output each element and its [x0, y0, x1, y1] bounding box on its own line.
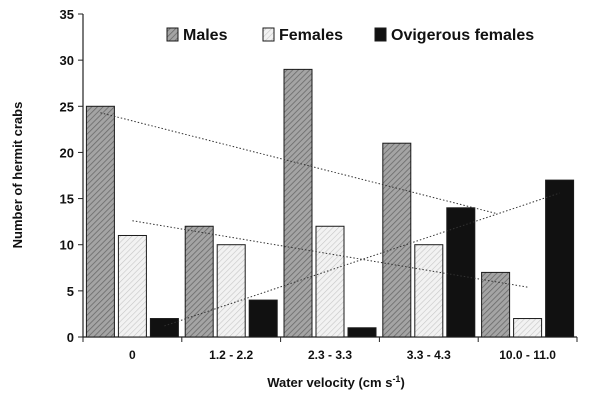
- bar-ovigerous-females: [149, 318, 179, 338]
- x-axis-title: Water velocity (cm s-1): [267, 374, 405, 390]
- axes: 0 5 10 15 20 25 30 35 0 1.2 - 2.2 2.3 - 3.3 3.3 - 4…: [60, 7, 578, 362]
- x-axis-title-exponent: -1: [392, 374, 400, 384]
- bar-males: [481, 271, 511, 338]
- bar-ovigerous-females: [248, 299, 278, 338]
- y-tick-label: 5: [67, 284, 74, 299]
- bar-ovigerous-females: [446, 207, 476, 338]
- bar-females: [315, 225, 345, 338]
- legend-label: Females: [279, 27, 343, 44]
- y-tick-label: 30: [60, 53, 74, 68]
- bar-males: [85, 105, 115, 338]
- y-tick-label: 20: [60, 145, 74, 160]
- bar-ovigerous-females: [545, 179, 575, 338]
- trendlines: [100, 112, 560, 327]
- legend-label: Ovigerous females: [391, 27, 534, 44]
- bar-males: [283, 68, 313, 338]
- legend-swatch-females: [262, 27, 275, 42]
- y-tick-label: 10: [60, 238, 74, 253]
- trendline-males: [100, 112, 496, 214]
- x-tick-label: 1.2 - 2.2: [209, 348, 253, 362]
- x-axis-title-main: Water velocity (cm s: [267, 375, 392, 390]
- legend: Males Females Ovigerous females: [166, 27, 534, 44]
- y-tick-label: 35: [60, 7, 74, 22]
- trendline-females: [132, 220, 528, 288]
- bar-females: [513, 318, 543, 338]
- y-tick-label: 0: [67, 330, 74, 345]
- trendline-ovigerous-females: [164, 192, 560, 327]
- axis-labels: Number of hermit crabs Water velocity (c…: [10, 102, 405, 390]
- bars: [85, 68, 575, 338]
- x-tick-label: 0: [129, 348, 136, 362]
- bar-males: [184, 225, 214, 338]
- legend-swatch-males: [166, 27, 179, 42]
- x-tick-label: 3.3 - 4.3: [407, 348, 451, 362]
- bar-males: [382, 142, 412, 338]
- y-tick-label: 15: [60, 192, 74, 207]
- x-tick-label: 2.3 - 3.3: [308, 348, 352, 362]
- y-axis-title: Number of hermit crabs: [10, 102, 25, 249]
- bar-ovigerous-females: [347, 327, 377, 338]
- bar-females: [216, 244, 246, 338]
- x-axis-title-close: ): [400, 375, 404, 390]
- y-tick-label: 25: [60, 99, 74, 114]
- x-tick-label: 10.0 - 11.0: [499, 348, 556, 362]
- bar-females: [414, 244, 444, 338]
- legend-swatch-ovigerous-females: [374, 27, 387, 42]
- bar-females: [117, 234, 147, 338]
- legend-label: Males: [183, 27, 228, 44]
